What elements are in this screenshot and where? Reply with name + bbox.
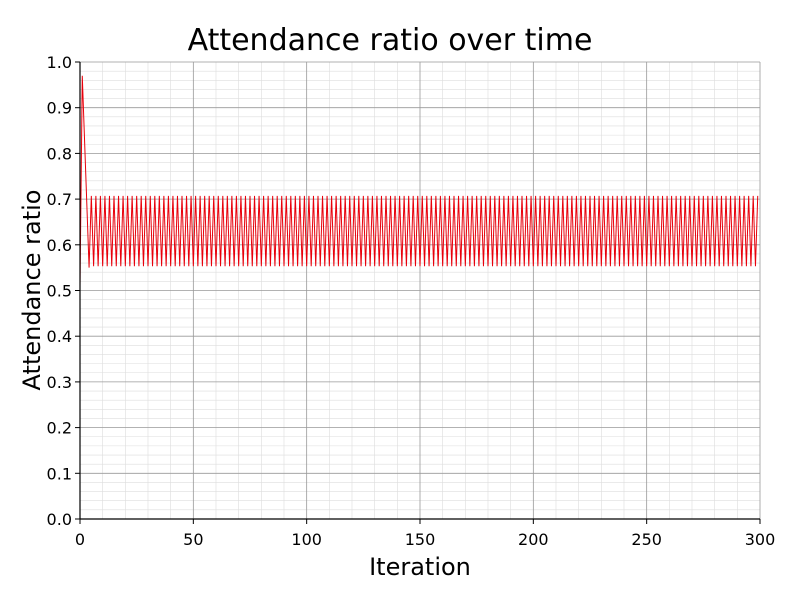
y-tick-label: 0.6: [47, 236, 72, 255]
attendance-series-line: [79, 75, 759, 286]
x-tick-label: 50: [183, 530, 203, 549]
y-axis-label: Attendance ratio: [18, 190, 46, 391]
series-layer: [79, 75, 759, 286]
major-grid: [79, 61, 761, 520]
y-axis-ticks: 0.0 0.1 0.2 0.3 0.4 0.5 0.6 0.7 0.8 0.9 1.0: [47, 53, 80, 529]
y-tick-label: 0.2: [47, 419, 72, 438]
x-axis-ticks: 0 50 100 150 200 250 300: [75, 519, 775, 549]
x-tick-label: 250: [631, 530, 662, 549]
x-axis-label: Iteration: [369, 553, 471, 581]
y-tick-label: 0.1: [47, 464, 72, 483]
x-tick-label: 200: [518, 530, 549, 549]
y-tick-label: 1.0: [47, 53, 72, 72]
x-tick-label: 0: [75, 530, 85, 549]
x-tick-label: 100: [291, 530, 322, 549]
y-tick-label: 0.0: [47, 510, 72, 529]
x-tick-label: 300: [745, 530, 776, 549]
x-tick-label: 150: [405, 530, 436, 549]
y-tick-label: 0.9: [47, 99, 72, 118]
y-tick-label: 0.4: [47, 327, 72, 346]
y-tick-label: 0.7: [47, 190, 72, 209]
y-tick-label: 0.3: [47, 373, 72, 392]
y-tick-label: 0.5: [47, 282, 72, 301]
chart-title: Attendance ratio over time: [188, 23, 593, 58]
y-tick-label: 0.8: [47, 144, 72, 163]
